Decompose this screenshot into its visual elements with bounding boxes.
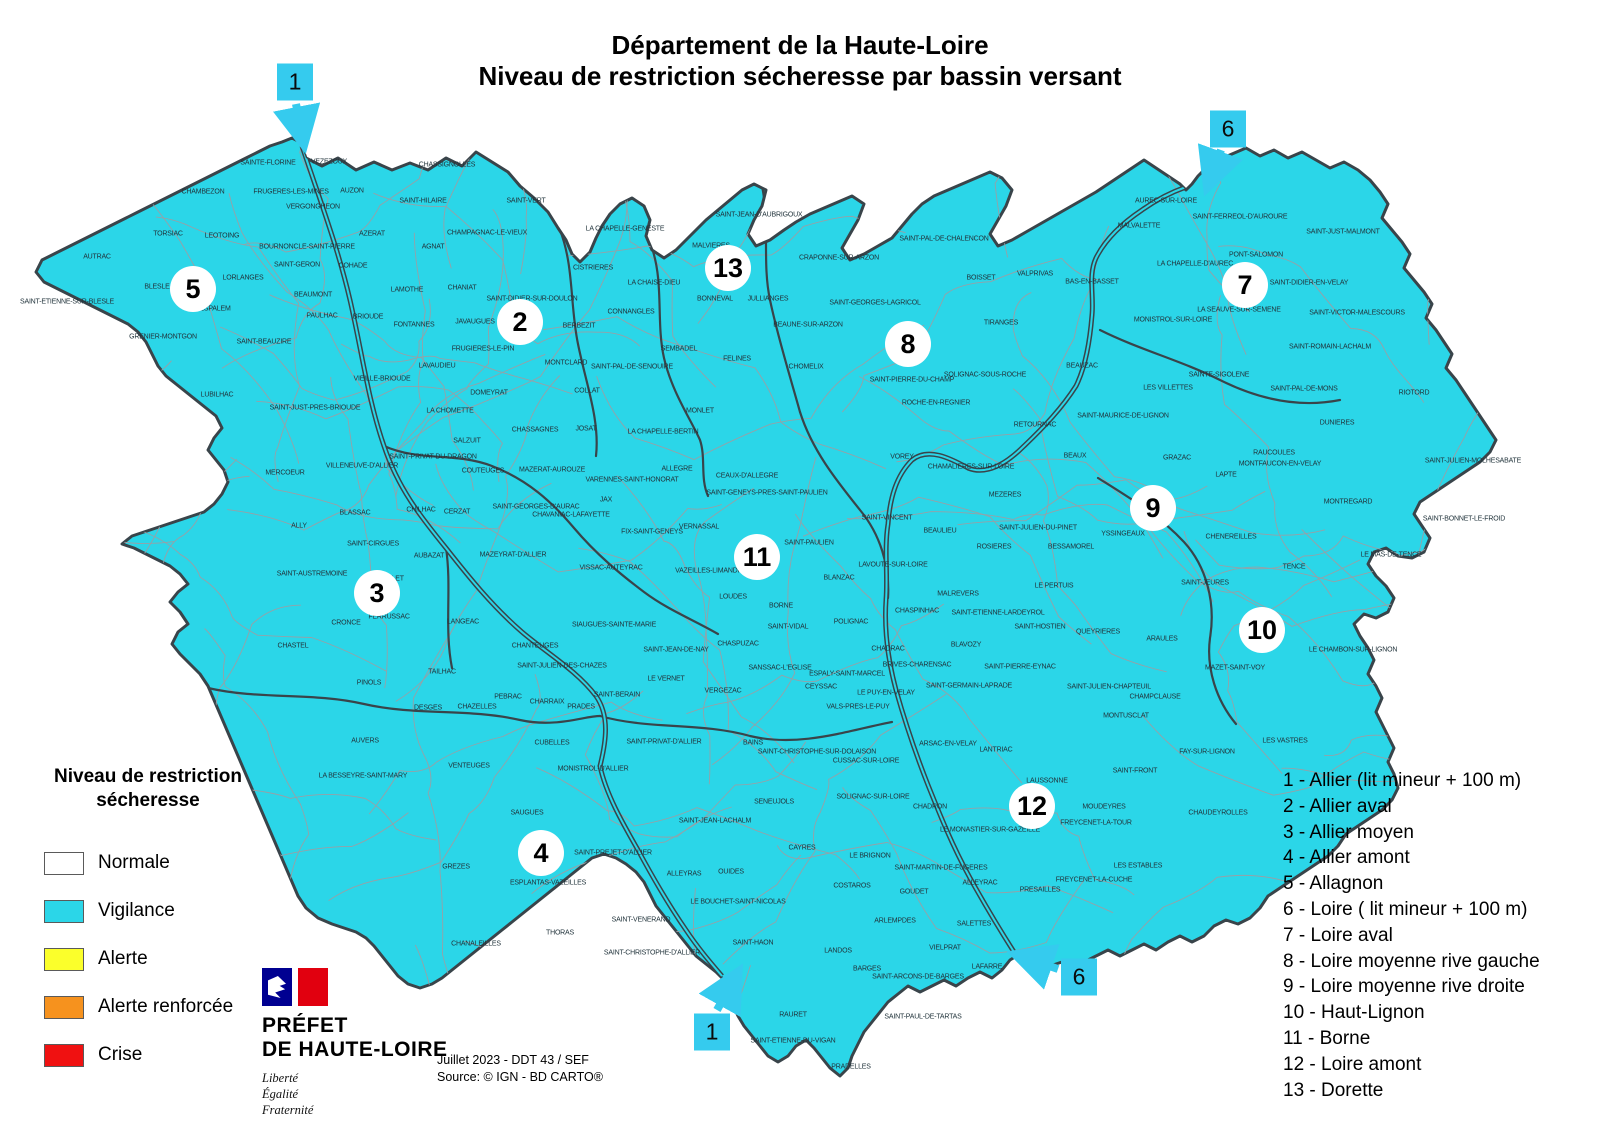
department-outline <box>34 136 1498 1078</box>
motto-word: Liberté <box>262 1071 299 1085</box>
legend-label: Alerte renforcée <box>98 996 234 1017</box>
basin-index-list: 1 - Allier (lit mineur + 100 m) 2 - Allie… <box>1283 768 1540 1103</box>
source-line1: Juillet 2023 - DDT 43 / SEF <box>437 1053 589 1067</box>
legend-swatch <box>44 1043 84 1067</box>
legend-label: Vigilance <box>98 900 175 921</box>
legend-swatch <box>44 995 84 1019</box>
legend: Niveau de restriction sécheresse Normale… <box>18 765 278 1079</box>
map-title-line1: Département de la Haute-Loire <box>611 30 989 60</box>
legend-title-line2: sécheresse <box>96 790 200 811</box>
legend-item: Crise <box>18 1031 278 1079</box>
legend-item: Vigilance <box>18 887 278 935</box>
flow-arrow-icon <box>1197 143 1244 197</box>
legend-item: Normale <box>18 839 278 887</box>
legend-swatch <box>44 851 84 875</box>
legend-label: Alerte <box>98 948 148 969</box>
basin-list-item: 1 - Allier (lit mineur + 100 m) <box>1283 770 1522 791</box>
flow-arrow-icon <box>1006 944 1060 990</box>
motto-word: Égalité <box>262 1087 299 1101</box>
legend-title-line1: Niveau de restriction <box>54 766 242 787</box>
legend-item: Alerte <box>18 935 278 983</box>
basin-list-item: 6 - Loire ( lit mineur + 100 m) <box>1283 898 1528 920</box>
basin-list-item: 10 - Haut-Lignon <box>1283 1002 1425 1024</box>
legend-swatch <box>44 899 84 923</box>
basin-list-item: 3 - Allier moyen <box>1283 821 1414 843</box>
flow-arrow-icon <box>698 963 744 1018</box>
source-line2: Source: © IGN - BD CARTO® <box>437 1070 603 1084</box>
flow-arrow-icon <box>273 102 321 155</box>
map-title-line2: Niveau de restriction sécheresse par bas… <box>478 61 1122 91</box>
prefet-name-line2: DE HAUTE-LOIRE <box>262 1038 448 1061</box>
basin-list-item: 12 - Loire amont <box>1283 1053 1422 1075</box>
legend-item: Alerte renforcée <box>18 983 278 1031</box>
source-note: Juillet 2023 - DDT 43 / SEF Source: © IG… <box>437 1052 603 1086</box>
motto-word: Fraternité <box>262 1103 314 1117</box>
basin-list-item: 13 - Dorette <box>1283 1079 1384 1101</box>
basin-list-item: 8 - Loire moyenne rive gauche <box>1283 950 1540 972</box>
flag-red <box>298 968 328 1006</box>
basin-list-item: 2 - Allier aval <box>1283 795 1392 817</box>
basin-list-item: 9 - Loire moyenne rive droite <box>1283 976 1525 998</box>
legend-label: Crise <box>98 1044 143 1065</box>
prefecture-block: PRÉFET DE HAUTE-LOIRE Liberté Égalité Frat… <box>262 968 448 1118</box>
basin-list-item: 11 - Borne <box>1283 1027 1371 1049</box>
french-flag-logo <box>262 968 328 1008</box>
motto: Liberté Égalité Fraternité <box>262 1070 448 1118</box>
basin-list-item: 5 - Allagnon <box>1283 873 1384 895</box>
legend-swatch <box>44 947 84 971</box>
rivers <box>299 145 1187 978</box>
legend-label: Normale <box>98 852 170 873</box>
prefet-name-line1: PRÉFET <box>262 1014 348 1037</box>
flow-arrows <box>273 102 1244 1018</box>
basin-list-item: 7 - Loire aval <box>1283 924 1393 946</box>
flag-blue-marianne <box>262 968 292 1006</box>
map-title: Département de la Haute-Loire Niveau de … <box>0 30 1600 92</box>
basin-list-item: 4 - Allier amont <box>1283 847 1410 869</box>
